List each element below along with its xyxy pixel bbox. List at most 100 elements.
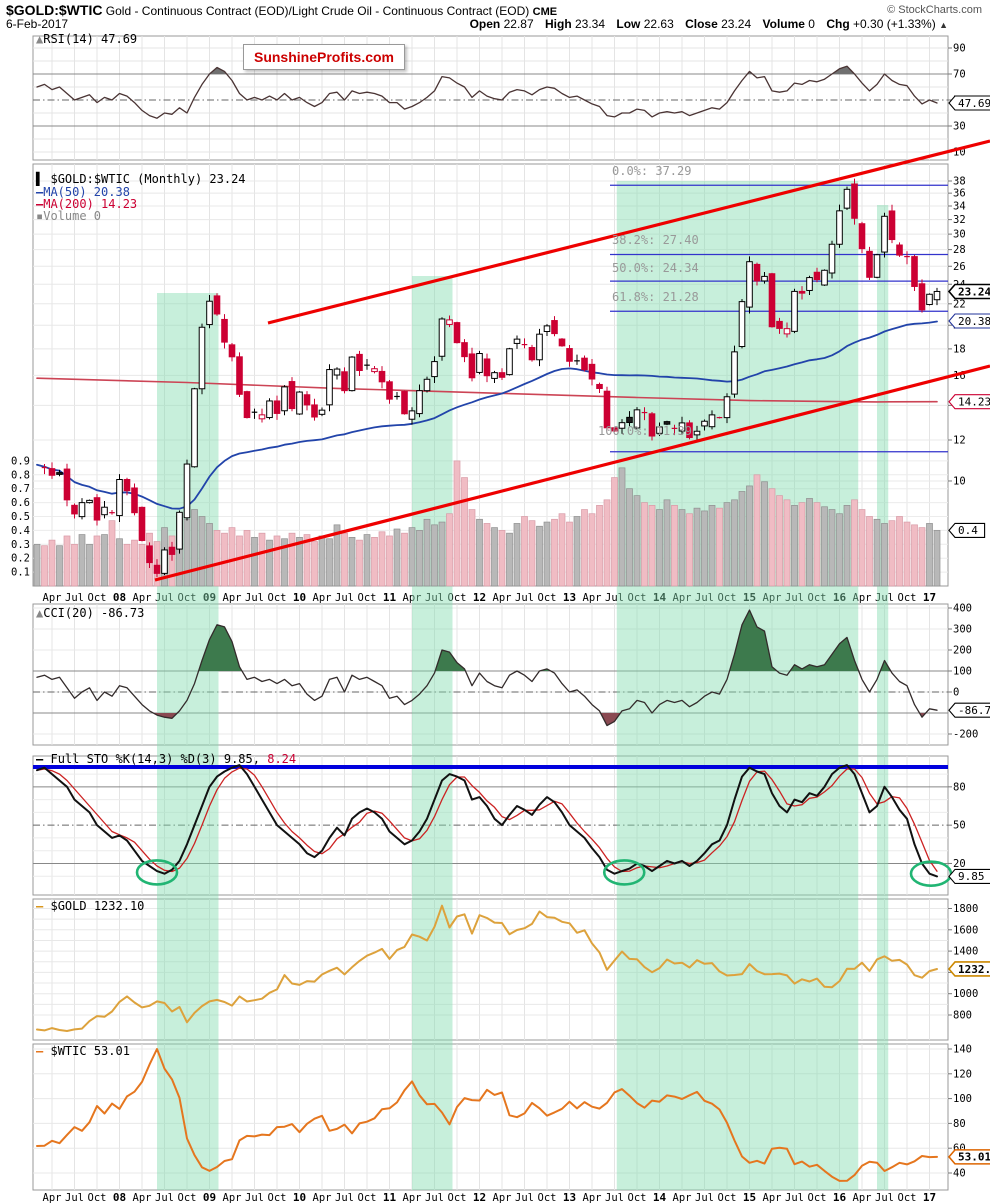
svg-text:30: 30 xyxy=(953,121,966,133)
svg-text:Oct: Oct xyxy=(898,592,917,604)
ohlc-readout: Open 22.87 High 23.34 Low 22.63 Close 23… xyxy=(462,17,948,31)
svg-text:Oct: Oct xyxy=(358,592,377,604)
svg-text:70: 70 xyxy=(953,69,966,81)
svg-text:Jul: Jul xyxy=(695,1192,714,1204)
ma200-line-icon: — xyxy=(36,197,44,211)
svg-text:200: 200 xyxy=(953,645,972,657)
chart-date: 6-Feb-2017 xyxy=(6,17,69,31)
svg-text:Apr: Apr xyxy=(583,592,602,604)
fib-label-50: 50.0%: 24.34 xyxy=(612,261,699,275)
grid-layer: 9070503010383634323028262422201816141210… xyxy=(11,35,978,1204)
svg-text:Apr: Apr xyxy=(133,592,152,604)
highlight-band xyxy=(412,276,453,1190)
svg-text:Jul: Jul xyxy=(425,1192,444,1204)
svg-text:1600: 1600 xyxy=(953,924,978,936)
svg-text:Jul: Jul xyxy=(515,592,534,604)
svg-text:Apr: Apr xyxy=(853,592,872,604)
svg-text:-86.73: -86.73 xyxy=(958,704,990,717)
svg-text:Apr: Apr xyxy=(493,592,512,604)
svg-text:Apr: Apr xyxy=(403,1192,422,1204)
svg-text:47.69: 47.69 xyxy=(958,97,990,110)
volume-bars-icon: ▪ xyxy=(36,209,44,223)
close-label: Close xyxy=(685,17,718,31)
svg-text:08: 08 xyxy=(113,591,126,604)
svg-text:0.4: 0.4 xyxy=(11,525,30,537)
chg-label: Chg xyxy=(826,17,850,31)
svg-text:Jul: Jul xyxy=(875,1192,894,1204)
chart-header: $GOLD:$WTIC Gold - Continuous Contract (… xyxy=(6,2,557,18)
watermark-sunshineprofits[interactable]: SunshineProfits.com xyxy=(243,44,405,70)
svg-text:10: 10 xyxy=(953,475,966,487)
wtic-legend: — $WTIC 53.01 xyxy=(36,1044,130,1058)
svg-text:20.38: 20.38 xyxy=(958,315,990,328)
svg-text:0.5: 0.5 xyxy=(11,511,30,523)
svg-text:40: 40 xyxy=(953,1168,966,1180)
high-value: 23.34 xyxy=(575,17,606,31)
gold-legend: — $GOLD 1232.10 xyxy=(36,899,145,913)
candlestick-icon: ▌ xyxy=(36,172,44,186)
svg-text:17: 17 xyxy=(923,591,936,604)
ticker-description: Gold - Continuous Contract (EOD)/Light C… xyxy=(105,4,530,18)
svg-text:0.4: 0.4 xyxy=(958,524,978,537)
svg-text:Apr: Apr xyxy=(853,1192,872,1204)
svg-text:12: 12 xyxy=(953,435,966,447)
price-tag xyxy=(948,95,990,111)
svg-text:Jul: Jul xyxy=(515,1192,534,1204)
svg-text:09: 09 xyxy=(203,1191,216,1204)
ma200-legend: —MA(200) 14.23 xyxy=(36,197,138,211)
svg-text:Jul: Jul xyxy=(785,592,804,604)
ticker-symbol: $GOLD:$WTIC xyxy=(6,2,103,18)
fib-label-100: 100.0%: 11.39 xyxy=(598,424,692,438)
svg-text:Apr: Apr xyxy=(403,592,422,604)
svg-text:17: 17 xyxy=(923,1191,936,1204)
series-layer xyxy=(33,65,948,1182)
ma50-legend: —MA(50) 20.38 xyxy=(36,185,130,199)
svg-text:Oct: Oct xyxy=(178,1192,197,1204)
price-tag xyxy=(948,868,990,884)
trendline xyxy=(267,139,990,325)
close-value: 23.24 xyxy=(721,17,752,31)
svg-text:Oct: Oct xyxy=(718,592,737,604)
svg-text:100: 100 xyxy=(953,666,972,678)
volume-value: 0 xyxy=(808,17,815,31)
low-label: Low xyxy=(616,17,641,31)
svg-text:Oct: Oct xyxy=(268,1192,287,1204)
svg-text:Apr: Apr xyxy=(763,592,782,604)
gold-line-icon: — xyxy=(36,899,44,913)
exchange-label: CME xyxy=(532,6,558,18)
price-tag xyxy=(948,313,990,329)
svg-text:Apr: Apr xyxy=(673,1192,692,1204)
svg-text:0.2: 0.2 xyxy=(11,553,30,565)
svg-text:90: 90 xyxy=(953,43,966,55)
high-label: High xyxy=(544,17,572,31)
svg-text:10: 10 xyxy=(293,591,306,604)
svg-text:1400: 1400 xyxy=(953,946,978,958)
open-label: Open xyxy=(469,17,501,31)
svg-text:Oct: Oct xyxy=(808,592,827,604)
svg-text:14.23: 14.23 xyxy=(958,396,990,409)
chg-up-icon: ▲ xyxy=(939,20,948,30)
svg-text:0: 0 xyxy=(953,687,959,699)
svg-text:800: 800 xyxy=(953,1010,972,1022)
svg-text:Jul: Jul xyxy=(155,592,174,604)
svg-text:34: 34 xyxy=(953,200,966,212)
svg-text:Oct: Oct xyxy=(88,1192,107,1204)
svg-text:08: 08 xyxy=(113,1191,126,1204)
chg-value: +0.30 (+1.33%) xyxy=(853,17,936,31)
main-legend-title: ▌ $GOLD:$WTIC (Monthly) 23.24 xyxy=(36,172,246,186)
svg-text:53.01: 53.01 xyxy=(958,1151,990,1164)
copyright: © StockCharts.com xyxy=(887,4,982,16)
fib-label-382: 38.2%: 27.40 xyxy=(612,233,699,247)
axis-tags: 47.69 23.24 20.38 14.23 0.4 -86.73 9.85 1232.10… xyxy=(947,95,990,1165)
price-tag xyxy=(947,961,990,977)
low-value: 22.63 xyxy=(643,17,674,31)
svg-text:Apr: Apr xyxy=(763,1192,782,1204)
svg-text:Oct: Oct xyxy=(628,592,647,604)
svg-text:Oct: Oct xyxy=(358,1192,377,1204)
highlight-band xyxy=(616,181,859,1190)
price-tag xyxy=(948,394,990,410)
svg-text:Apr: Apr xyxy=(43,1192,62,1204)
svg-text:20: 20 xyxy=(953,858,966,870)
svg-text:9.85: 9.85 xyxy=(958,870,985,883)
